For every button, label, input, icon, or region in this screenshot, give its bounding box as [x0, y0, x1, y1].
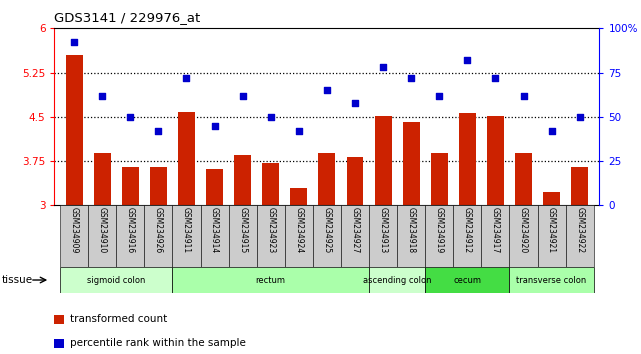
Point	[210, 123, 220, 129]
Point	[322, 87, 332, 93]
Text: GSM234921: GSM234921	[547, 207, 556, 253]
Bar	[403, 121, 420, 205]
Bar	[88, 205, 116, 267]
Bar	[459, 113, 476, 205]
Point	[378, 64, 388, 70]
Point	[574, 114, 585, 120]
Text: transverse colon: transverse colon	[517, 275, 587, 285]
Bar	[178, 112, 195, 205]
Text: transformed count: transformed count	[70, 314, 167, 324]
Bar	[397, 205, 425, 267]
Text: GSM234924: GSM234924	[294, 207, 303, 253]
Bar	[172, 267, 369, 293]
Text: GSM234925: GSM234925	[322, 207, 331, 253]
Text: GSM234918: GSM234918	[406, 207, 415, 253]
Point	[69, 40, 79, 45]
Bar	[122, 167, 138, 205]
Bar	[341, 205, 369, 267]
Bar	[116, 205, 144, 267]
Bar	[487, 116, 504, 205]
Text: GSM234914: GSM234914	[210, 207, 219, 253]
Text: tissue: tissue	[1, 275, 33, 285]
Bar	[229, 205, 256, 267]
Bar	[565, 205, 594, 267]
Bar	[313, 205, 341, 267]
Text: rectum: rectum	[256, 275, 286, 285]
Bar	[256, 205, 285, 267]
Point	[350, 100, 360, 105]
Bar	[374, 116, 392, 205]
Text: GSM234916: GSM234916	[126, 207, 135, 253]
Text: sigmoid colon: sigmoid colon	[87, 275, 146, 285]
Text: GDS3141 / 229976_at: GDS3141 / 229976_at	[54, 11, 201, 24]
Text: GSM234923: GSM234923	[266, 207, 275, 253]
Bar	[60, 205, 88, 267]
Point	[462, 57, 472, 63]
Text: GSM234927: GSM234927	[351, 207, 360, 253]
Bar	[425, 267, 510, 293]
Bar	[369, 205, 397, 267]
Bar	[571, 167, 588, 205]
Text: GSM234917: GSM234917	[491, 207, 500, 253]
Point	[238, 93, 248, 98]
Text: percentile rank within the sample: percentile rank within the sample	[70, 338, 246, 348]
Text: GSM234909: GSM234909	[70, 207, 79, 253]
Text: GSM234926: GSM234926	[154, 207, 163, 253]
Bar	[431, 153, 447, 205]
Bar	[510, 205, 538, 267]
Bar	[285, 205, 313, 267]
Text: GSM234915: GSM234915	[238, 207, 247, 253]
Text: GSM234912: GSM234912	[463, 207, 472, 253]
Bar	[206, 169, 223, 205]
Bar	[290, 188, 307, 205]
Text: cecum: cecum	[453, 275, 481, 285]
Bar	[201, 205, 229, 267]
Bar	[515, 153, 532, 205]
Point	[181, 75, 192, 81]
Bar	[543, 192, 560, 205]
Text: GSM234913: GSM234913	[379, 207, 388, 253]
Bar	[144, 205, 172, 267]
Bar	[54, 315, 64, 324]
Bar	[54, 339, 64, 348]
Bar	[60, 267, 172, 293]
Text: GSM234922: GSM234922	[575, 207, 584, 253]
Point	[265, 114, 276, 120]
Bar	[172, 205, 201, 267]
Bar	[234, 155, 251, 205]
Text: GSM234919: GSM234919	[435, 207, 444, 253]
Point	[406, 75, 416, 81]
Bar	[66, 55, 83, 205]
Text: GSM234910: GSM234910	[97, 207, 107, 253]
Bar	[262, 163, 279, 205]
Bar	[150, 167, 167, 205]
Bar	[453, 205, 481, 267]
Bar	[94, 153, 111, 205]
Bar	[538, 205, 565, 267]
Point	[547, 128, 557, 134]
Point	[490, 75, 501, 81]
Text: ascending colon: ascending colon	[363, 275, 431, 285]
Point	[294, 128, 304, 134]
Point	[519, 93, 529, 98]
Point	[434, 93, 444, 98]
Bar	[347, 157, 363, 205]
Bar	[510, 267, 594, 293]
Bar	[369, 267, 425, 293]
Bar	[425, 205, 453, 267]
Text: GSM234920: GSM234920	[519, 207, 528, 253]
Point	[125, 114, 135, 120]
Text: GSM234911: GSM234911	[182, 207, 191, 253]
Point	[153, 128, 163, 134]
Point	[97, 93, 107, 98]
Bar	[481, 205, 510, 267]
Bar	[319, 153, 335, 205]
